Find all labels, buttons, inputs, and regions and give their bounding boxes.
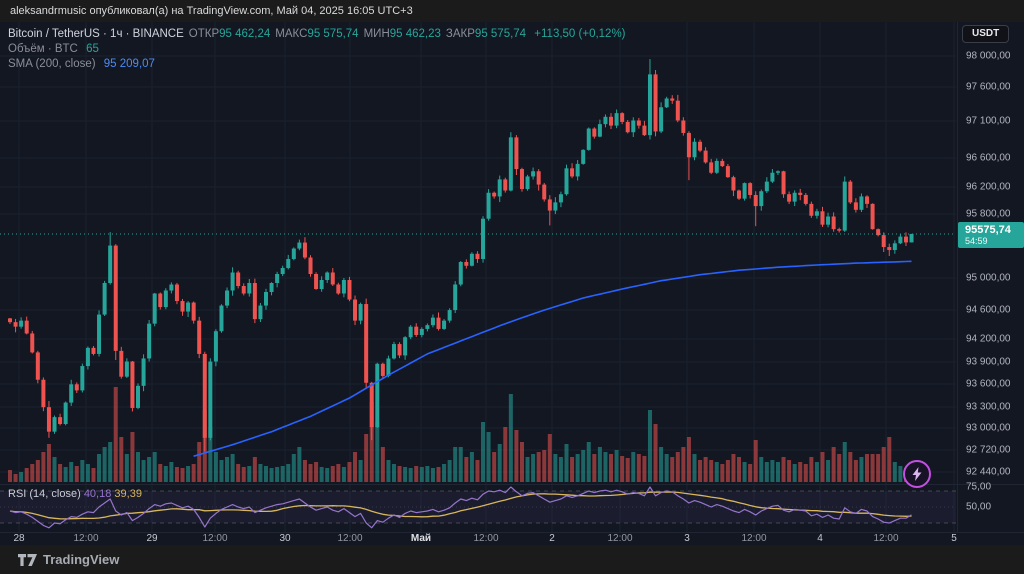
ohlc-label: ЗАКР <box>445 28 475 40</box>
time-tick-label: 28 <box>13 533 25 544</box>
tradingview-logo[interactable]: TradingView <box>18 552 119 567</box>
time-tick-label: 12:00 <box>741 533 767 544</box>
price-tick-label: 93 300,00 <box>966 401 1011 413</box>
tradingview-mark-icon <box>18 553 37 566</box>
rsi-ma-value: 39,39 <box>114 488 142 500</box>
currency-toggle-button[interactable]: USDT <box>962 25 1010 43</box>
status-bar: aleksandrmusic опубликовал(а) на Trading… <box>0 0 1024 22</box>
price-tick-label: 93 000,00 <box>966 422 1011 434</box>
time-axis[interactable]: 28 12:00 29 12:00 30 12:00 Май 12:00 2 12:00 3 12:0… <box>0 533 1024 545</box>
bottom-bar: TradingView <box>0 545 1024 574</box>
rsi-indicator-label[interactable]: RSI (14, close) <box>8 488 81 500</box>
time-tick-label: 5 <box>951 533 957 544</box>
ohlc-value: 95 575,74 <box>307 28 359 40</box>
quick-trade-button[interactable] <box>903 460 931 488</box>
time-tick-label: Май <box>410 533 432 544</box>
ohlc-value: 95 462,23 <box>389 28 441 40</box>
bar-countdown: 54:59 <box>965 236 988 247</box>
price-tick-label: 94 600,00 <box>966 304 1011 316</box>
price-tick-label: 96 600,00 <box>966 152 1011 164</box>
price-tick-label: 96 200,00 <box>966 181 1011 193</box>
volume-value: 65 <box>86 43 99 55</box>
change-value: +113,50 (+0,12%) <box>534 28 626 40</box>
current-price-value: 95575,74 <box>965 224 1011 237</box>
volume-indicator-label[interactable]: Объём · BTC <box>8 43 78 55</box>
time-tick-label: 12:00 <box>607 533 633 544</box>
symbol-title[interactable]: Bitcoin / TetherUS · 1ч · BINANCE <box>8 28 184 40</box>
price-tick-label: 92 440,00 <box>966 466 1011 478</box>
lightning-icon <box>912 467 922 481</box>
time-tick-label: 29 <box>146 533 158 544</box>
sma-indicator-label[interactable]: SMA (200, close) <box>8 58 96 70</box>
time-tick-label: 12:00 <box>202 533 228 544</box>
ohlc-label: ОТКР <box>188 28 220 40</box>
symbol-legend[interactable]: Bitcoin / TetherUS · 1ч · BINANCE ОТКР95 … <box>8 27 626 72</box>
time-tick-label: 12:00 <box>73 533 99 544</box>
legend-row-sma: SMA (200, close) 95 209,07 <box>8 57 626 72</box>
sma-value: 95 209,07 <box>103 58 155 70</box>
time-tick-label: 2 <box>549 533 555 544</box>
rsi-legend[interactable]: RSI (14, close) 40,18 39,39 <box>8 488 142 500</box>
current-price-badge: 95575,74 54:59 <box>958 222 1024 249</box>
tradingview-logo-text: TradingView <box>43 552 120 567</box>
price-tick-label: 75,00 <box>966 481 992 493</box>
price-tick-label: 95 800,00 <box>966 208 1011 220</box>
time-tick-label: 12:00 <box>337 533 363 544</box>
price-tick-label: 93 900,00 <box>966 356 1011 368</box>
status-bar-text: aleksandrmusic опубликовал(а) на Trading… <box>10 5 413 17</box>
time-tick-label: 12:00 <box>473 533 499 544</box>
price-tick-label: 50,00 <box>966 501 992 513</box>
rsi-value: 40,18 <box>83 488 112 500</box>
time-tick-label: 12:00 <box>873 533 899 544</box>
price-tick-label: 97 600,00 <box>966 81 1011 93</box>
ohlc-value: 95 462,24 <box>219 28 271 40</box>
price-tick-label: 94 200,00 <box>966 333 1011 345</box>
price-tick-label: 92 720,00 <box>966 444 1011 456</box>
legend-row-volume: Объём · BTC 65 <box>8 42 626 57</box>
legend-row-symbol: Bitcoin / TetherUS · 1ч · BINANCE ОТКР95 … <box>8 27 626 42</box>
time-tick-label: 3 <box>684 533 690 544</box>
time-tick-label: 4 <box>817 533 823 544</box>
price-tick-label: 93 600,00 <box>966 378 1011 390</box>
price-tick-label: 98 000,00 <box>966 50 1011 62</box>
price-axis-border <box>957 22 958 532</box>
price-tick-label: 97 100,00 <box>966 115 1011 127</box>
time-tick-label: 30 <box>279 533 291 544</box>
ohlc-value: 95 575,74 <box>474 28 527 40</box>
ohlc-label: МАКС <box>275 28 308 40</box>
ohlc-label: МИН <box>363 28 390 40</box>
price-axis[interactable]: 98 000,00 97 600,00 97 100,00 96 600,00 96 2… <box>958 22 1024 532</box>
time-axis-separator <box>0 532 1024 533</box>
rsi-pane-separator[interactable] <box>0 484 1024 485</box>
price-tick-label: 95 000,00 <box>966 272 1011 284</box>
